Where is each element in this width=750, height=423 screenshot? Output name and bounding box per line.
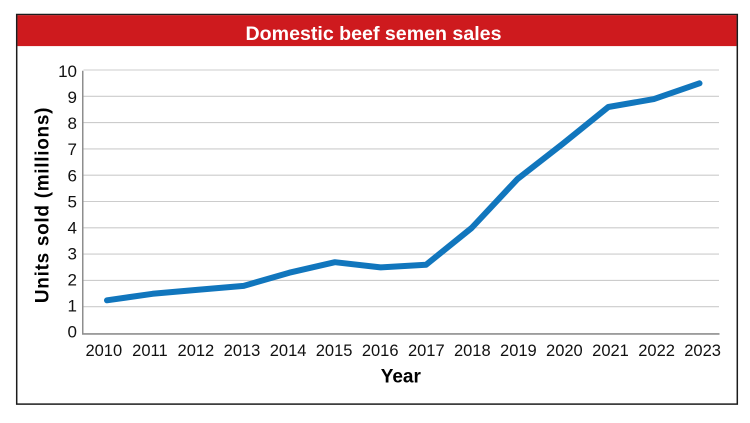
svg-text:2013: 2013 — [224, 342, 261, 360]
svg-text:2015: 2015 — [316, 342, 353, 360]
svg-text:10: 10 — [58, 62, 77, 81]
svg-text:Domestic beef semen sales: Domestic beef semen sales — [246, 23, 502, 45]
svg-text:1: 1 — [68, 297, 77, 316]
svg-text:8: 8 — [68, 114, 77, 133]
svg-text:3: 3 — [68, 244, 77, 263]
svg-text:7: 7 — [68, 140, 77, 159]
svg-text:2023: 2023 — [684, 342, 721, 360]
svg-text:2020: 2020 — [546, 342, 583, 360]
svg-text:2014: 2014 — [270, 342, 307, 360]
svg-text:6: 6 — [68, 166, 77, 185]
svg-text:2017: 2017 — [408, 342, 445, 360]
svg-text:2012: 2012 — [178, 342, 215, 360]
svg-text:2011: 2011 — [132, 342, 167, 360]
svg-text:9: 9 — [68, 88, 77, 107]
svg-text:2010: 2010 — [85, 342, 122, 360]
svg-text:2019: 2019 — [500, 342, 537, 360]
svg-text:2018: 2018 — [454, 342, 491, 360]
svg-text:2021: 2021 — [592, 342, 629, 360]
svg-text:2022: 2022 — [638, 342, 675, 360]
svg-text:0: 0 — [68, 323, 77, 342]
svg-text:Year: Year — [381, 367, 422, 388]
svg-text:Units sold (millions): Units sold (millions) — [33, 107, 54, 303]
svg-text:5: 5 — [68, 192, 77, 211]
svg-text:4: 4 — [68, 218, 77, 237]
svg-text:2016: 2016 — [362, 342, 399, 360]
svg-text:2: 2 — [68, 270, 77, 289]
